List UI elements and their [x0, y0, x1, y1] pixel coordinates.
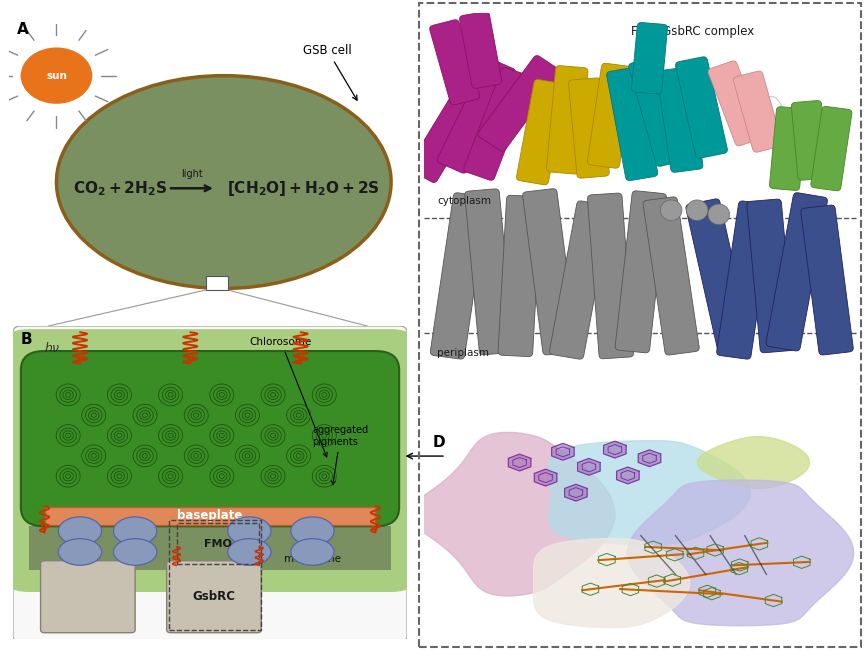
Bar — [29, 526, 391, 570]
FancyBboxPatch shape — [801, 205, 853, 355]
Ellipse shape — [58, 539, 101, 565]
FancyBboxPatch shape — [478, 55, 561, 151]
Bar — [44, 507, 376, 525]
Text: GSB cell: GSB cell — [303, 44, 357, 100]
Text: FMO: FMO — [204, 539, 232, 548]
Text: $\mathbf{[CH_2O] + H_2O + 2S}$: $\mathbf{[CH_2O] + H_2O + 2S}$ — [227, 179, 380, 198]
Ellipse shape — [58, 517, 101, 545]
FancyBboxPatch shape — [766, 193, 827, 351]
FancyBboxPatch shape — [523, 188, 577, 355]
Text: GsbRC: GsbRC — [192, 590, 236, 603]
FancyBboxPatch shape — [587, 63, 634, 168]
Polygon shape — [578, 458, 600, 475]
FancyBboxPatch shape — [811, 106, 852, 191]
Text: D: D — [433, 434, 446, 450]
Text: B: B — [21, 333, 33, 348]
Ellipse shape — [56, 76, 391, 288]
Text: Chlorosome: Chlorosome — [249, 337, 327, 457]
Polygon shape — [697, 437, 810, 488]
FancyBboxPatch shape — [746, 199, 795, 353]
FancyBboxPatch shape — [568, 78, 610, 178]
Text: aggregated
pigments: aggregated pigments — [313, 425, 369, 485]
FancyBboxPatch shape — [550, 201, 611, 359]
FancyBboxPatch shape — [686, 199, 752, 353]
FancyBboxPatch shape — [629, 57, 688, 166]
Text: $\mathbf{CO_2 + 2H_2S}$: $\mathbf{CO_2 + 2H_2S}$ — [73, 179, 167, 198]
Bar — [177, 523, 259, 564]
FancyBboxPatch shape — [792, 100, 828, 180]
Ellipse shape — [291, 517, 334, 545]
Polygon shape — [604, 441, 626, 458]
FancyBboxPatch shape — [631, 23, 668, 94]
Text: A: A — [16, 22, 29, 37]
FancyBboxPatch shape — [708, 61, 764, 146]
FancyBboxPatch shape — [1, 329, 419, 592]
FancyBboxPatch shape — [734, 71, 782, 152]
FancyBboxPatch shape — [546, 66, 588, 174]
Circle shape — [660, 200, 682, 220]
FancyBboxPatch shape — [615, 191, 667, 353]
FancyBboxPatch shape — [430, 20, 480, 105]
Text: baseplate: baseplate — [178, 509, 242, 522]
Text: FMO-GsbRC complex: FMO-GsbRC complex — [631, 25, 754, 38]
FancyBboxPatch shape — [498, 196, 541, 357]
Bar — [169, 520, 262, 630]
FancyBboxPatch shape — [437, 58, 515, 173]
FancyBboxPatch shape — [675, 57, 727, 158]
Polygon shape — [552, 443, 574, 460]
Polygon shape — [627, 480, 854, 626]
Text: C: C — [433, 25, 444, 40]
FancyBboxPatch shape — [13, 326, 407, 642]
FancyBboxPatch shape — [516, 80, 566, 185]
Polygon shape — [617, 467, 639, 484]
FancyBboxPatch shape — [717, 201, 772, 359]
Polygon shape — [549, 441, 751, 544]
Polygon shape — [534, 469, 557, 486]
FancyBboxPatch shape — [460, 12, 501, 88]
Polygon shape — [407, 432, 615, 596]
Bar — [206, 276, 228, 290]
Polygon shape — [565, 484, 587, 501]
Polygon shape — [508, 454, 531, 471]
Polygon shape — [533, 539, 689, 627]
Text: $h\nu$: $h\nu$ — [44, 341, 61, 355]
FancyBboxPatch shape — [465, 189, 514, 355]
Ellipse shape — [228, 517, 271, 545]
Ellipse shape — [291, 539, 334, 565]
Circle shape — [21, 48, 93, 104]
FancyBboxPatch shape — [41, 561, 135, 632]
FancyBboxPatch shape — [409, 74, 492, 183]
Ellipse shape — [113, 539, 157, 565]
FancyBboxPatch shape — [21, 351, 399, 526]
FancyBboxPatch shape — [587, 193, 634, 359]
Circle shape — [686, 200, 708, 220]
Text: periplasm: periplasm — [437, 348, 489, 358]
Ellipse shape — [113, 517, 157, 545]
FancyBboxPatch shape — [643, 197, 699, 355]
Polygon shape — [638, 450, 661, 467]
Text: sun: sun — [46, 70, 67, 81]
Circle shape — [708, 204, 729, 224]
FancyBboxPatch shape — [430, 193, 488, 359]
Text: light: light — [181, 170, 203, 179]
Text: cell
membrane: cell membrane — [284, 542, 341, 564]
FancyBboxPatch shape — [770, 107, 806, 190]
Text: cytoplasm: cytoplasm — [437, 196, 491, 206]
FancyBboxPatch shape — [464, 68, 532, 181]
FancyBboxPatch shape — [166, 561, 262, 632]
FancyBboxPatch shape — [607, 67, 657, 181]
Ellipse shape — [228, 539, 271, 565]
FancyBboxPatch shape — [656, 67, 703, 172]
